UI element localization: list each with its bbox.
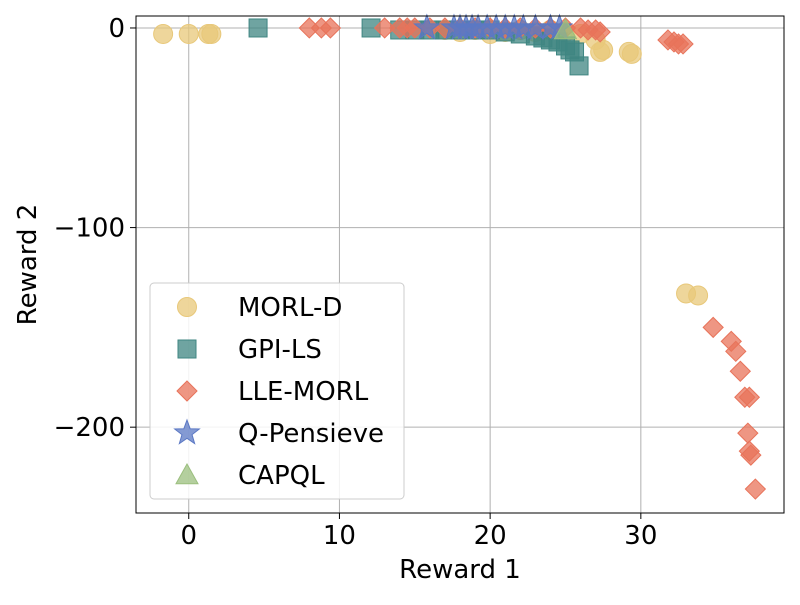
x-tick-label: 20 bbox=[474, 521, 507, 551]
axis-ticks: 0 10 20 30 0 −100 −200 bbox=[54, 14, 658, 551]
data-point bbox=[725, 340, 747, 363]
data-point bbox=[737, 422, 759, 444]
x-tick-label: 30 bbox=[624, 521, 657, 551]
data-point bbox=[553, 17, 578, 40]
legend-box bbox=[149, 282, 405, 500]
legend-item: MORL-D bbox=[177, 293, 342, 323]
series-lle-morl bbox=[298, 17, 767, 500]
data-point bbox=[738, 386, 761, 408]
data-point bbox=[740, 444, 762, 466]
y-tick-label: −200 bbox=[54, 413, 125, 443]
legend-label: LLE-MORL bbox=[238, 377, 369, 407]
x-tick-label: 0 bbox=[180, 521, 197, 551]
legend: MORL-D GPI-LS LLE-MORL Q-Pensieve CAPQL bbox=[149, 282, 405, 500]
data-point bbox=[373, 17, 396, 39]
data-point bbox=[178, 23, 199, 44]
plot-frame bbox=[135, 15, 785, 514]
data-point bbox=[569, 56, 589, 76]
data-point bbox=[319, 17, 342, 39]
data-point bbox=[153, 23, 174, 44]
data-point bbox=[702, 316, 724, 339]
legend-item: LLE-MORL bbox=[176, 377, 369, 407]
scatter-points bbox=[153, 13, 767, 500]
x-axis-label: Reward 1 bbox=[399, 555, 521, 585]
legend-marker bbox=[175, 462, 199, 485]
y-tick-label: −100 bbox=[54, 214, 125, 244]
data-point bbox=[589, 21, 611, 43]
data-point bbox=[621, 43, 642, 64]
data-point bbox=[672, 33, 694, 55]
data-point bbox=[729, 360, 752, 382]
legend-item: Q-Pensieve bbox=[173, 418, 384, 449]
legend-marker bbox=[173, 418, 201, 445]
legend-label: MORL-D bbox=[238, 293, 342, 323]
legend-marker bbox=[177, 339, 197, 359]
legend-label: GPI-LS bbox=[238, 335, 322, 365]
data-point bbox=[688, 285, 709, 306]
legend-label: CAPQL bbox=[238, 461, 325, 491]
data-point bbox=[248, 18, 268, 38]
data-point bbox=[744, 478, 767, 500]
data-point bbox=[413, 13, 441, 40]
legend-label: Q-Pensieve bbox=[238, 419, 384, 449]
x-tick-label: 10 bbox=[323, 521, 356, 551]
data-point bbox=[201, 23, 222, 44]
series-capql bbox=[553, 17, 578, 40]
series-morl-d bbox=[153, 19, 709, 306]
legend-item: GPI-LS bbox=[177, 335, 322, 365]
y-tick-label: 0 bbox=[108, 14, 125, 44]
y-axis-label: Reward 2 bbox=[13, 204, 43, 326]
legend-marker bbox=[176, 380, 198, 402]
legend-marker bbox=[177, 297, 197, 317]
legend-item: CAPQL bbox=[175, 461, 325, 491]
data-point bbox=[590, 41, 611, 62]
series-q-pensieve bbox=[413, 13, 574, 40]
